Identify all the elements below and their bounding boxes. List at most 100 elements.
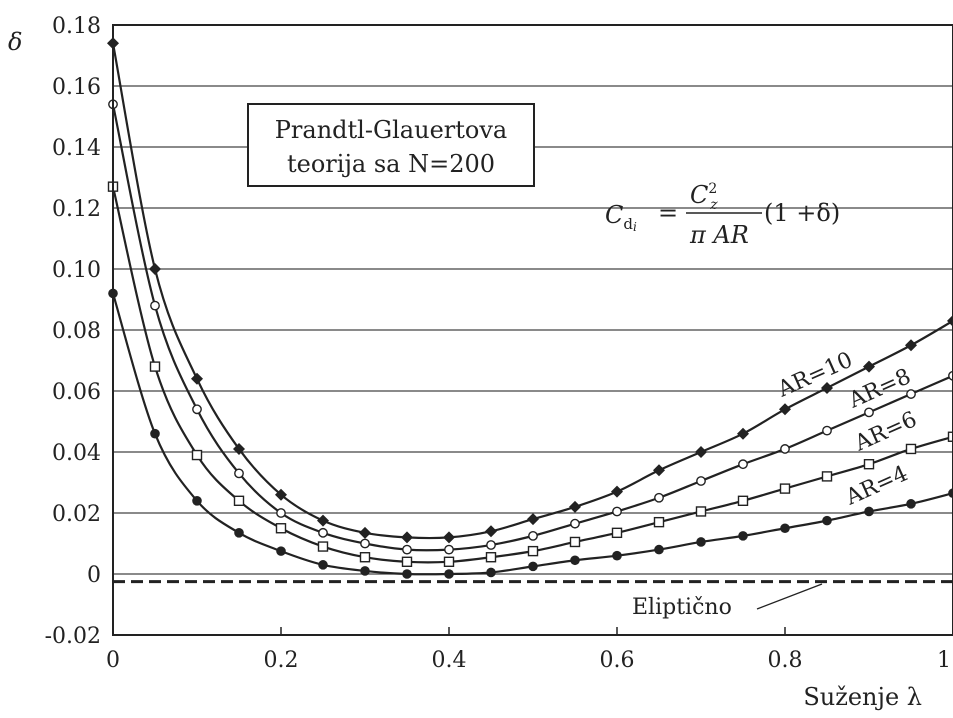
data-point-filled-circle: [276, 546, 286, 556]
data-point-filled-circle: [822, 515, 832, 526]
data-point-open-square: [443, 556, 455, 567]
data-point-diamond: [611, 485, 623, 498]
y-tick-label: 0.14: [52, 136, 101, 161]
data-point-open-square: [485, 552, 497, 563]
formula-numerator: C2 z: [690, 181, 718, 213]
data-point-filled-circle: [402, 569, 412, 579]
data-point-diamond: [569, 500, 581, 513]
x-tick-label: 0.6: [600, 648, 635, 673]
data-point-filled-circle: [150, 428, 160, 439]
data-point-open-square: [149, 361, 161, 372]
data-point-open-square: [611, 527, 623, 539]
data-point-open-circle: [906, 389, 916, 399]
data-point-open-square: [695, 506, 707, 517]
y-axis-label: δ: [8, 28, 22, 56]
x-tick-label: 0.4: [432, 648, 467, 673]
data-point-open-circle: [276, 508, 286, 518]
data-point-filled-circle: [906, 499, 916, 509]
data-point-open-square: [863, 459, 875, 470]
axes: [112, 24, 953, 636]
data-point-diamond: [191, 372, 203, 385]
y-tick-label: 0.16: [52, 75, 101, 100]
y-tick-label: 0.08: [52, 319, 101, 344]
data-point-filled-circle: [654, 544, 664, 555]
data-point-open-circle: [570, 518, 580, 529]
data-point-filled-circle: [486, 567, 496, 578]
data-point-filled-circle: [360, 566, 370, 576]
data-point-open-square: [359, 552, 371, 563]
data-point-diamond: [947, 314, 953, 327]
data-point-open-square: [569, 536, 581, 548]
y-tick-label: 0: [87, 563, 101, 588]
data-point-open-square: [233, 495, 245, 506]
y-tick-label: 0.06: [52, 380, 101, 405]
x-tick-label: 0.8: [768, 648, 803, 673]
reference-label: Eliptično: [632, 595, 732, 620]
data-point-open-circle: [864, 407, 874, 418]
theory-box-line1: Prandtl-Glauertova: [275, 116, 507, 144]
y-tick-label: 0.04: [52, 441, 101, 466]
data-point-diamond: [401, 531, 413, 544]
data-point-open-circle: [528, 530, 538, 541]
data-point-open-circle: [612, 506, 622, 517]
data-point-filled-circle: [948, 488, 953, 498]
series-line: [111, 104, 953, 552]
data-point-open-circle: [822, 425, 832, 436]
data-point-open-circle: [318, 527, 328, 538]
data-point-diamond: [695, 446, 707, 458]
y-tick-label: 0.02: [52, 502, 101, 527]
data-point-open-square: [821, 471, 833, 482]
x-tick-label: 1: [937, 648, 951, 673]
data-point-open-square: [737, 495, 749, 506]
data-point-open-square: [401, 556, 413, 567]
data-point-diamond: [359, 526, 371, 539]
formula: Cdi = C2 z π AR (1 +δ): [605, 181, 840, 249]
formula-factor: (1 +δ): [764, 199, 840, 227]
data-point-filled-circle: [528, 561, 538, 572]
series-line: [111, 186, 953, 564]
data-point-diamond: [317, 514, 329, 527]
data-point-diamond: [779, 403, 791, 416]
reference-annotation: Eliptično: [632, 583, 823, 620]
data-point-open-circle: [780, 444, 790, 454]
data-point-open-square: [779, 483, 791, 494]
series-line: [111, 43, 953, 540]
reference-leader-line: [756, 583, 823, 610]
y-tick-label: 0.18: [52, 14, 101, 39]
data-point-open-circle: [486, 540, 496, 550]
data-point-open-circle: [150, 300, 160, 311]
data-point-open-square: [905, 443, 917, 455]
data-point-diamond: [275, 488, 287, 501]
x-axis-label: Suženje λ: [803, 683, 922, 711]
data-point-filled-circle: [864, 506, 874, 517]
series-label: AR=8: [844, 364, 914, 414]
data-point-filled-circle: [234, 528, 244, 538]
data-point-open-circle: [444, 544, 454, 555]
data-point-diamond: [905, 339, 917, 352]
data-point-open-circle: [402, 544, 412, 555]
data-point-open-square: [653, 516, 665, 528]
y-tick-label: 0.12: [52, 197, 101, 222]
theory-box: Prandtl-Glauertova teorija sa N=200: [247, 103, 535, 187]
data-point-filled-circle: [696, 537, 706, 547]
y-tick-label: 0.10: [52, 258, 101, 283]
data-point-open-square: [317, 541, 329, 552]
data-point-open-circle: [234, 468, 244, 479]
plot-frame: [112, 24, 953, 636]
data-point-open-square: [947, 431, 953, 442]
data-point-filled-circle: [612, 550, 622, 561]
data-point-open-square: [191, 449, 203, 461]
x-tick-label: 0.2: [264, 648, 299, 673]
data-point-diamond: [443, 531, 455, 544]
data-point-open-circle: [738, 459, 748, 470]
data-point-open-circle: [654, 492, 664, 503]
data-point-diamond: [149, 263, 161, 275]
data-point-open-square: [527, 545, 539, 557]
y-tick-label: -0.02: [45, 624, 101, 649]
data-point-open-circle: [360, 538, 370, 549]
data-point-filled-circle: [444, 569, 454, 579]
data-point-filled-circle: [318, 560, 328, 570]
theory-box-frame: [247, 103, 535, 187]
data-point-diamond: [821, 381, 833, 394]
data-point-filled-circle: [570, 555, 580, 566]
